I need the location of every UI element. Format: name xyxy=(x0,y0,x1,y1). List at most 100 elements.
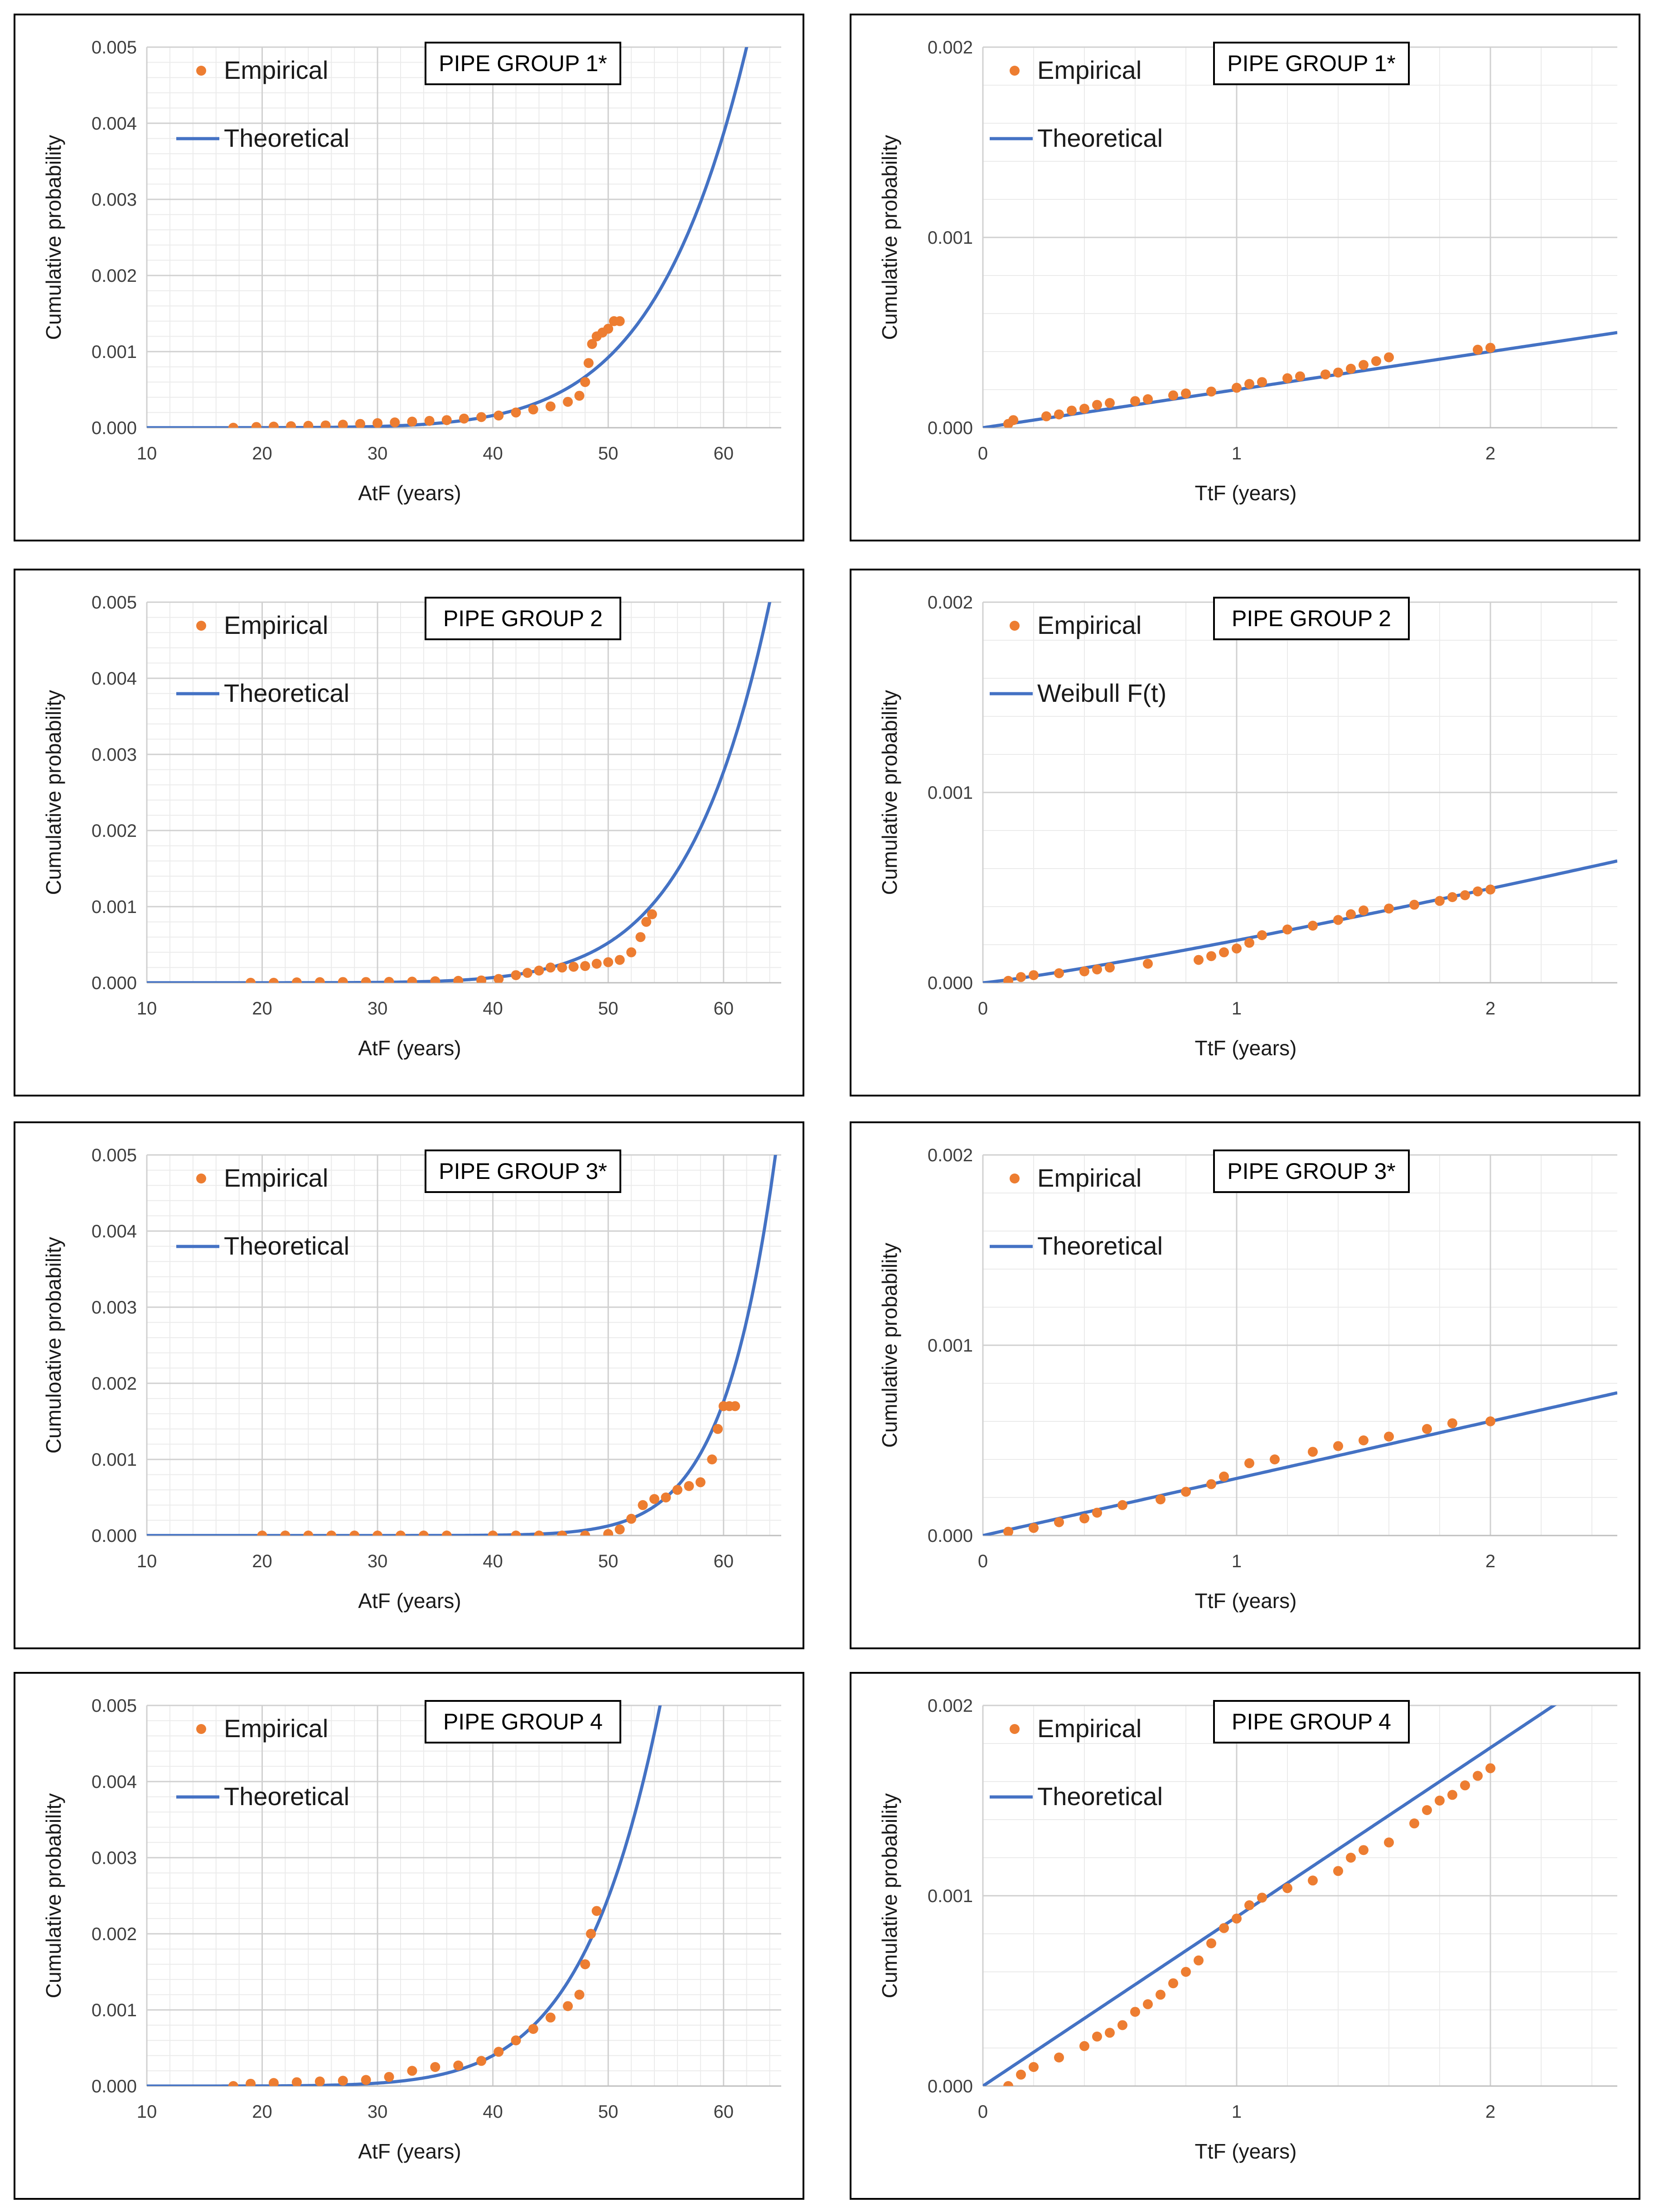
empirical-point xyxy=(1295,371,1305,382)
gridlines xyxy=(146,1705,781,2087)
empirical-point xyxy=(453,976,464,983)
empirical-point xyxy=(1359,360,1369,370)
empirical-point xyxy=(390,417,400,428)
empirical-point xyxy=(1257,377,1267,387)
theoretical-curve xyxy=(983,1391,1617,1536)
x-tick-label: 50 xyxy=(598,1551,619,1571)
empirical-point xyxy=(1232,1913,1242,1924)
x-tick-label: 10 xyxy=(137,999,157,1019)
empirical-point xyxy=(1181,1487,1191,1497)
empirical-point xyxy=(1092,400,1102,410)
empirical-point xyxy=(614,955,625,965)
x-tick-label: 20 xyxy=(252,444,272,464)
empirical-point xyxy=(1359,905,1369,916)
x-tick-label: 20 xyxy=(252,999,272,1019)
y-tick-label: 0.005 xyxy=(92,593,137,613)
empirical-series xyxy=(257,1401,740,1536)
empirical-point xyxy=(649,1494,659,1504)
y-tick-label: 0.005 xyxy=(92,38,137,58)
empirical-point xyxy=(568,961,579,972)
legend-theoretical-label: Theoretical xyxy=(224,1232,349,1260)
empirical-point xyxy=(407,2066,417,2076)
empirical-point xyxy=(1359,1845,1369,1855)
chart-title: PIPE GROUP 2 xyxy=(443,606,603,631)
empirical-point xyxy=(396,1531,406,1536)
empirical-point xyxy=(1447,892,1457,902)
x-tick-label: 60 xyxy=(713,2102,734,2122)
x-tick-label: 50 xyxy=(598,2102,619,2122)
empirical-point xyxy=(1346,1853,1356,1863)
y-tick-label: 0.002 xyxy=(928,1145,973,1165)
legend-empirical-marker xyxy=(196,1174,206,1183)
empirical-point xyxy=(1105,962,1115,973)
x-axis-title: AtF (years) xyxy=(358,1589,461,1613)
empirical-point xyxy=(1206,1479,1216,1489)
empirical-point xyxy=(591,1906,602,1916)
empirical-point xyxy=(407,976,417,983)
x-tick-label: 1 xyxy=(1232,444,1242,464)
y-tick-label: 0.000 xyxy=(928,973,973,993)
x-tick-label: 1 xyxy=(1232,2102,1242,2122)
empirical-point xyxy=(1105,398,1115,408)
empirical-point xyxy=(338,977,348,983)
empirical-point xyxy=(1447,1418,1457,1429)
empirical-point xyxy=(684,1481,694,1491)
empirical-point xyxy=(418,1531,429,1536)
legend-empirical-label: Empirical xyxy=(1037,1714,1141,1743)
x-tick-label: 20 xyxy=(252,2102,272,2122)
empirical-point xyxy=(459,413,469,424)
x-tick-label: 40 xyxy=(483,2102,503,2122)
chart-title-box xyxy=(1213,1149,1410,1193)
gridlines xyxy=(146,46,781,429)
empirical-point xyxy=(1282,373,1292,383)
empirical-point xyxy=(280,1531,290,1536)
empirical-point xyxy=(1194,1955,1204,1966)
chart-svg-ttf-2: 0.000 0.001 0.002 0 1 2 TtF (years) Cumulative … xyxy=(878,593,1617,1060)
y-axis-title: Cumulative probability xyxy=(878,1793,901,1999)
empirical-point xyxy=(1473,886,1483,897)
empirical-point xyxy=(314,977,325,983)
x-tick-label: 1 xyxy=(1232,1551,1242,1571)
legend-empirical-label: Empirical xyxy=(1037,611,1141,639)
empirical-point xyxy=(511,1531,521,1536)
empirical-point xyxy=(1422,1424,1432,1434)
empirical-series xyxy=(1003,884,1495,983)
y-tick-label: 0.003 xyxy=(92,1298,137,1318)
y-tick-label: 0.000 xyxy=(928,418,973,438)
empirical-point xyxy=(1460,890,1470,900)
empirical-point xyxy=(603,324,614,334)
empirical-point xyxy=(303,420,314,428)
empirical-point xyxy=(384,976,394,983)
empirical-point xyxy=(1219,947,1229,957)
y-axis-title: Cumulative probability xyxy=(878,1243,901,1448)
chart-title-box xyxy=(425,597,621,640)
x-tick-label: 50 xyxy=(598,444,619,464)
y-axis-title: Cumulative probability xyxy=(878,135,901,340)
empirical-point xyxy=(1320,369,1330,380)
empirical-point xyxy=(1308,1875,1318,1886)
empirical-point xyxy=(1143,959,1153,969)
y-tick-label: 0.000 xyxy=(92,418,137,438)
empirical-point xyxy=(614,1524,625,1535)
empirical-point xyxy=(1054,968,1064,978)
empirical-point xyxy=(1384,352,1394,362)
empirical-point xyxy=(1485,1763,1495,1773)
empirical-point xyxy=(1244,379,1254,389)
empirical-point xyxy=(1016,972,1026,982)
empirical-point xyxy=(326,1531,337,1536)
empirical-point xyxy=(528,404,538,415)
x-tick-label: 30 xyxy=(368,999,388,1019)
empirical-point xyxy=(1422,1805,1432,1815)
y-tick-label: 0.001 xyxy=(928,1886,973,1906)
empirical-point xyxy=(269,421,279,428)
empirical-point xyxy=(314,2076,325,2086)
empirical-point xyxy=(493,2047,504,2057)
x-tick-label: 30 xyxy=(368,1551,388,1571)
y-tick-label: 0.001 xyxy=(928,1336,973,1356)
empirical-point xyxy=(338,2076,348,2086)
empirical-point xyxy=(1359,1435,1369,1445)
x-axis-title: TtF (years) xyxy=(1195,1589,1297,1613)
y-axis-title: Cumuloative probability xyxy=(42,1237,65,1454)
empirical-point xyxy=(1130,2007,1140,2017)
empirical-point xyxy=(1054,409,1064,420)
